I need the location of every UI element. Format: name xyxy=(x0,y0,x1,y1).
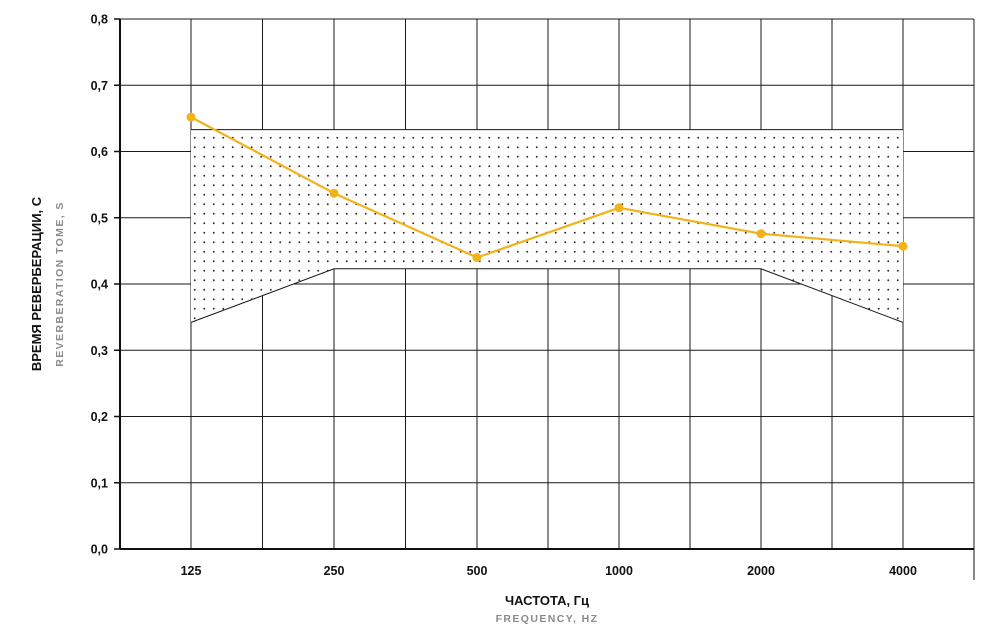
y-tick-label: 0,5 xyxy=(91,211,108,225)
data-point xyxy=(472,253,482,262)
x-tick-label: 4000 xyxy=(889,564,917,578)
data-point xyxy=(329,188,339,198)
x-tick-label: 125 xyxy=(181,564,202,578)
y-tick-label: 0,7 xyxy=(91,79,108,93)
y-tick-label: 0,8 xyxy=(91,13,108,27)
series-line xyxy=(190,116,904,259)
x-tick-label: 1000 xyxy=(605,564,633,578)
x-tick-label: 500 xyxy=(467,564,488,578)
y-axis-title: ВРЕМЯ РЕВЕРБЕРАЦИИ, С xyxy=(29,196,44,371)
x-axis-subtitle: FREQUENCY, HZ xyxy=(496,613,599,625)
series-layer xyxy=(186,112,908,262)
tolerance-band-fill xyxy=(191,129,903,323)
data-point xyxy=(614,203,624,213)
data-point xyxy=(898,241,908,251)
x-tick-label: 250 xyxy=(324,564,345,578)
y-tick-label: 0,2 xyxy=(91,410,108,424)
y-tick-label: 0,3 xyxy=(91,344,108,358)
y-tick-label: 0,1 xyxy=(91,476,108,490)
y-tick-label: 0,0 xyxy=(91,543,108,557)
y-tick-label: 0,6 xyxy=(91,145,108,159)
y-tick-labels: 0,0 0,1 0,2 0,3 0,4 0,5 0,6 0,7 0,8 xyxy=(91,13,120,557)
y-tick-label: 0,4 xyxy=(91,278,108,292)
tolerance-band xyxy=(190,129,904,323)
x-tick-label: 2000 xyxy=(747,564,775,578)
data-point xyxy=(756,229,766,239)
band-lower-edge xyxy=(190,268,904,323)
x-axis-title: ЧАСТОТА, Гц xyxy=(505,593,589,608)
data-point xyxy=(186,112,196,122)
x-tick-labels: 125 250 500 1000 2000 4000 xyxy=(181,564,917,578)
y-axis-subtitle: REVERBERATION TOME, S xyxy=(54,201,66,367)
